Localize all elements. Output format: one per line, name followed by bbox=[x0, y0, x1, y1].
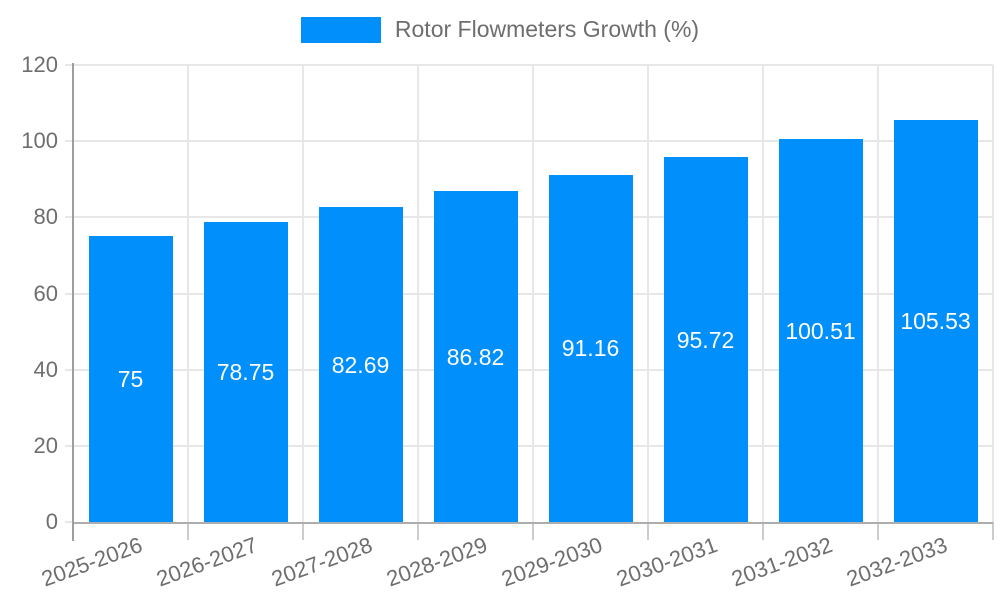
x-axis-tick-mark bbox=[762, 522, 764, 540]
x-axis-tick-mark bbox=[877, 522, 879, 540]
x-axis-line bbox=[73, 522, 993, 524]
x-gridline bbox=[302, 65, 304, 522]
y-tick-mark bbox=[65, 521, 73, 523]
legend-marker bbox=[300, 16, 381, 43]
x-axis-tick-mark bbox=[532, 522, 534, 540]
x-gridline bbox=[647, 65, 649, 522]
x-axis-tick-mark bbox=[647, 522, 649, 540]
bar[interactable] bbox=[318, 207, 403, 522]
y-axis-tick-label: 60 bbox=[33, 280, 58, 306]
x-gridline bbox=[187, 65, 189, 522]
x-axis-tick-mark bbox=[992, 522, 994, 540]
bar[interactable] bbox=[778, 139, 863, 522]
legend-label: Rotor Flowmeters Growth (%) bbox=[394, 16, 700, 42]
y-axis-tick-label: 0 bbox=[45, 509, 58, 534]
x-gridline bbox=[992, 65, 994, 522]
y-gridline bbox=[65, 292, 993, 295]
bar[interactable] bbox=[203, 222, 288, 522]
y-gridline bbox=[65, 368, 993, 371]
y-gridline bbox=[65, 64, 993, 66]
bar[interactable] bbox=[433, 191, 518, 522]
y-axis-tick-label: 100 bbox=[21, 128, 58, 154]
x-gridline bbox=[417, 65, 419, 522]
y-axis-tick-label: 20 bbox=[33, 432, 58, 458]
x-gridline bbox=[532, 65, 534, 522]
y-gridline bbox=[65, 140, 993, 143]
bar[interactable] bbox=[548, 174, 633, 522]
bar[interactable] bbox=[88, 236, 173, 522]
y-gridline bbox=[65, 216, 993, 219]
y-axis-tick-label: 80 bbox=[33, 204, 58, 230]
x-gridline bbox=[762, 65, 764, 522]
y-gridline bbox=[65, 444, 993, 447]
bar[interactable] bbox=[663, 157, 748, 522]
y-axis-tick-label: 120 bbox=[21, 52, 58, 77]
plot-area: 0 20 40 60 80 100 120 75 2025-2026 78.75 2026-2027… bbox=[21, 52, 994, 591]
x-axis-tick-mark bbox=[187, 522, 189, 540]
x-gridline bbox=[877, 65, 879, 522]
y-axis-line bbox=[72, 63, 74, 541]
legend[interactable]: Rotor Flowmeters Growth (%) bbox=[0, 16, 1000, 43]
bar[interactable] bbox=[893, 120, 978, 522]
x-axis-tick-mark bbox=[302, 522, 304, 540]
y-axis-tick-label: 40 bbox=[33, 356, 58, 382]
x-axis-tick-mark bbox=[417, 522, 419, 540]
